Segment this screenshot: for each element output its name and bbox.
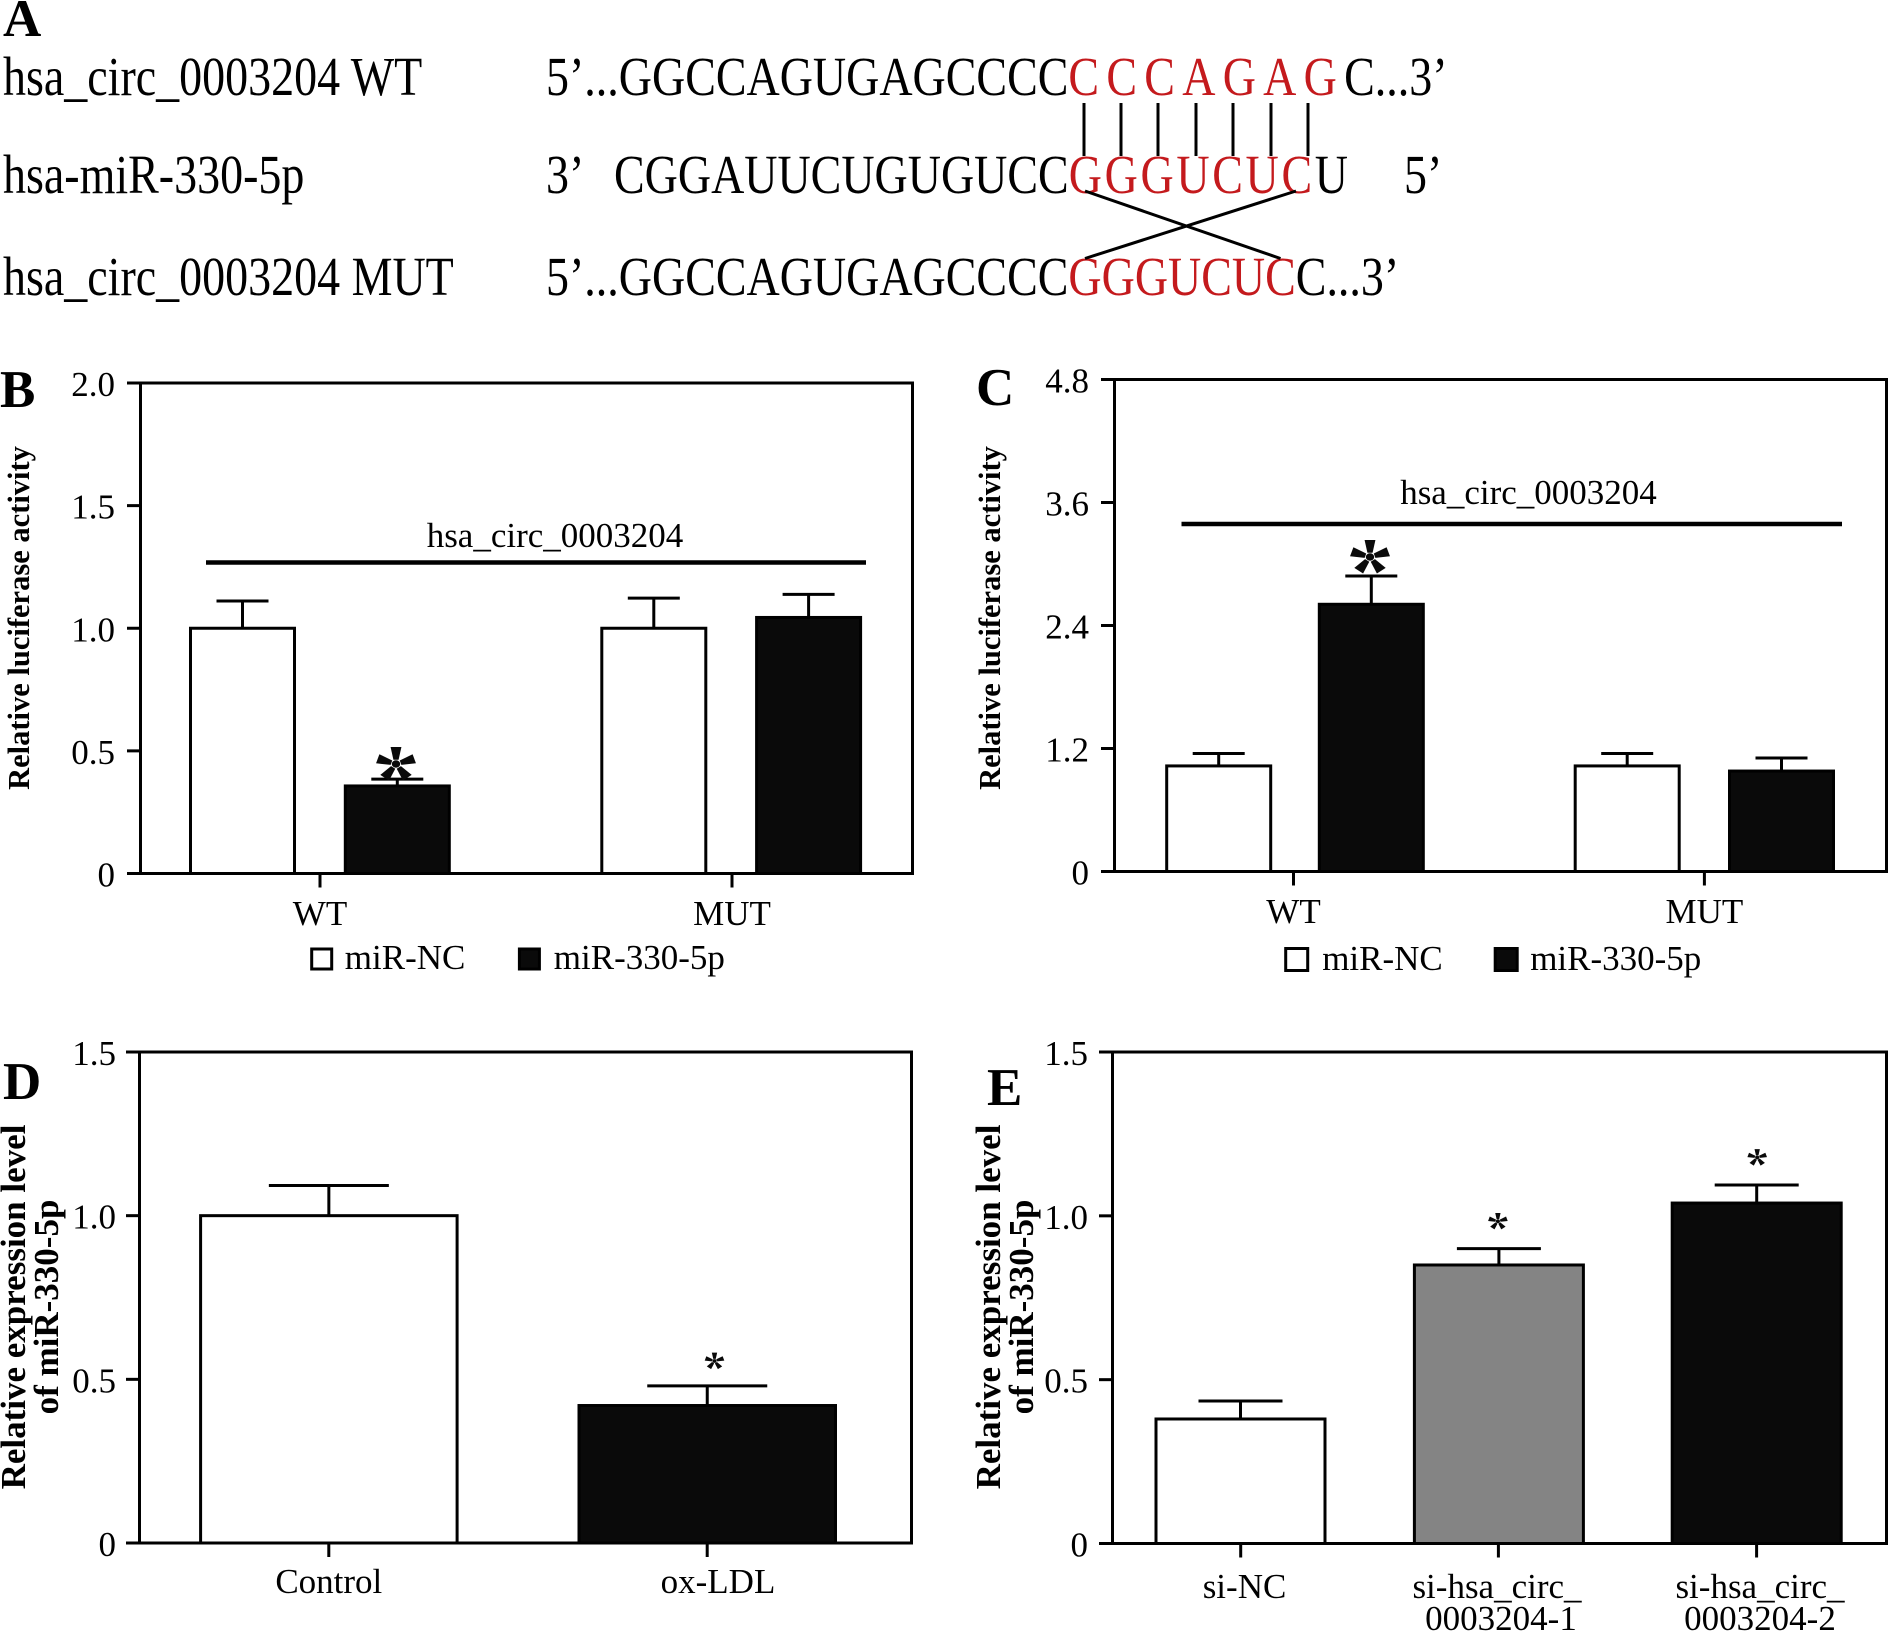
svg-text:2.0: 2.0 (71, 365, 115, 404)
svg-text:of miR-330-5p: of miR-330-5p (27, 1200, 66, 1415)
svg-text:3.6: 3.6 (1045, 485, 1089, 524)
svg-text:ox-LDL: ox-LDL (661, 1562, 776, 1601)
svg-text:0003204-1: 0003204-1 (1425, 1599, 1577, 1631)
svg-text:1.0: 1.0 (71, 610, 115, 649)
svg-text:4.8: 4.8 (1045, 362, 1089, 401)
svg-text:0: 0 (1071, 1526, 1089, 1565)
svg-text:miR-NC: miR-NC (345, 938, 466, 977)
svg-text:5’...GGCCAGUGAGCCCCGGGUCUCC...: 5’...GGCCAGUGAGCCCCGGGUCUCC...3’ (546, 246, 1399, 307)
svg-text:0: 0 (98, 856, 116, 895)
svg-text:MUT: MUT (693, 894, 771, 933)
svg-text:of miR-330-5p: of miR-330-5p (1002, 1200, 1041, 1415)
svg-text:miR-NC: miR-NC (1322, 939, 1443, 978)
svg-text:Relative luciferase activity: Relative luciferase activity (2, 446, 36, 790)
svg-text:1.5: 1.5 (72, 1034, 116, 1073)
svg-text:0.5: 0.5 (1044, 1362, 1088, 1401)
svg-text:Relative luciferase activity: Relative luciferase activity (973, 446, 1007, 790)
svg-text:hsa-miR-330-5p: hsa-miR-330-5p (3, 144, 304, 205)
svg-text:Relative expression level: Relative expression level (969, 1124, 1008, 1489)
svg-text:1.0: 1.0 (1044, 1198, 1088, 1237)
svg-text:0003204-2: 0003204-2 (1684, 1599, 1836, 1631)
svg-text:miR-330-5p: miR-330-5p (1530, 939, 1701, 978)
svg-text:2.4: 2.4 (1045, 608, 1089, 647)
svg-text:1.5: 1.5 (71, 488, 115, 527)
svg-text:hsa_circ_0003204 WT: hsa_circ_0003204 WT (3, 46, 422, 107)
svg-text:3’: 3’ (546, 144, 584, 205)
svg-text:C: C (976, 359, 1014, 417)
svg-text:Control: Control (275, 1562, 382, 1601)
svg-text:1.5: 1.5 (1044, 1034, 1088, 1073)
svg-text:B: B (0, 361, 35, 419)
svg-text:Relative expression level: Relative expression level (0, 1124, 33, 1489)
svg-text:0: 0 (99, 1525, 117, 1564)
svg-text:hsa_circ_0003204: hsa_circ_0003204 (427, 516, 684, 555)
svg-text:0: 0 (1072, 854, 1090, 893)
svg-text:si-hsa_circ_: si-hsa_circ_ (1675, 1567, 1845, 1606)
svg-text:hsa_circ_0003204: hsa_circ_0003204 (1400, 473, 1657, 512)
svg-text:WT: WT (293, 894, 347, 933)
svg-text:5’: 5’ (1404, 144, 1442, 205)
svg-text:0.5: 0.5 (71, 733, 115, 772)
svg-text:E: E (987, 1059, 1022, 1117)
svg-text:CGGAUUCUGUGUCCGGGUCUCU: CGGAUUCUGUGUCCGGGUCUCU (614, 144, 1348, 205)
svg-text:MUT: MUT (1666, 892, 1744, 931)
svg-text:5’...GGCCAGUGAGCCCCCCCAGAGC...: 5’...GGCCAGUGAGCCCCCCCAGAGC...3’ (546, 46, 1448, 107)
svg-text:si-NC: si-NC (1203, 1567, 1287, 1606)
svg-text:1.0: 1.0 (72, 1198, 116, 1237)
svg-text:A: A (3, 0, 41, 48)
svg-text:si-hsa_circ_: si-hsa_circ_ (1412, 1567, 1582, 1606)
svg-text:0.5: 0.5 (72, 1361, 116, 1400)
svg-text:D: D (3, 1053, 41, 1111)
svg-text:1.2: 1.2 (1045, 731, 1089, 770)
svg-text:miR-330-5p: miR-330-5p (554, 938, 725, 977)
svg-text:hsa_circ_0003204 MUT: hsa_circ_0003204 MUT (3, 246, 454, 307)
svg-text:WT: WT (1266, 892, 1320, 931)
